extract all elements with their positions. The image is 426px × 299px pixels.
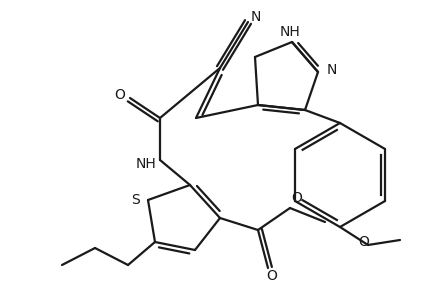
Text: NH: NH bbox=[279, 25, 299, 39]
Text: O: O bbox=[358, 235, 368, 249]
Text: N: N bbox=[250, 10, 261, 24]
Text: N: N bbox=[326, 63, 337, 77]
Text: O: O bbox=[114, 88, 125, 102]
Text: S: S bbox=[131, 193, 140, 207]
Text: O: O bbox=[266, 269, 277, 283]
Text: O: O bbox=[291, 191, 302, 205]
Text: NH: NH bbox=[135, 157, 156, 171]
